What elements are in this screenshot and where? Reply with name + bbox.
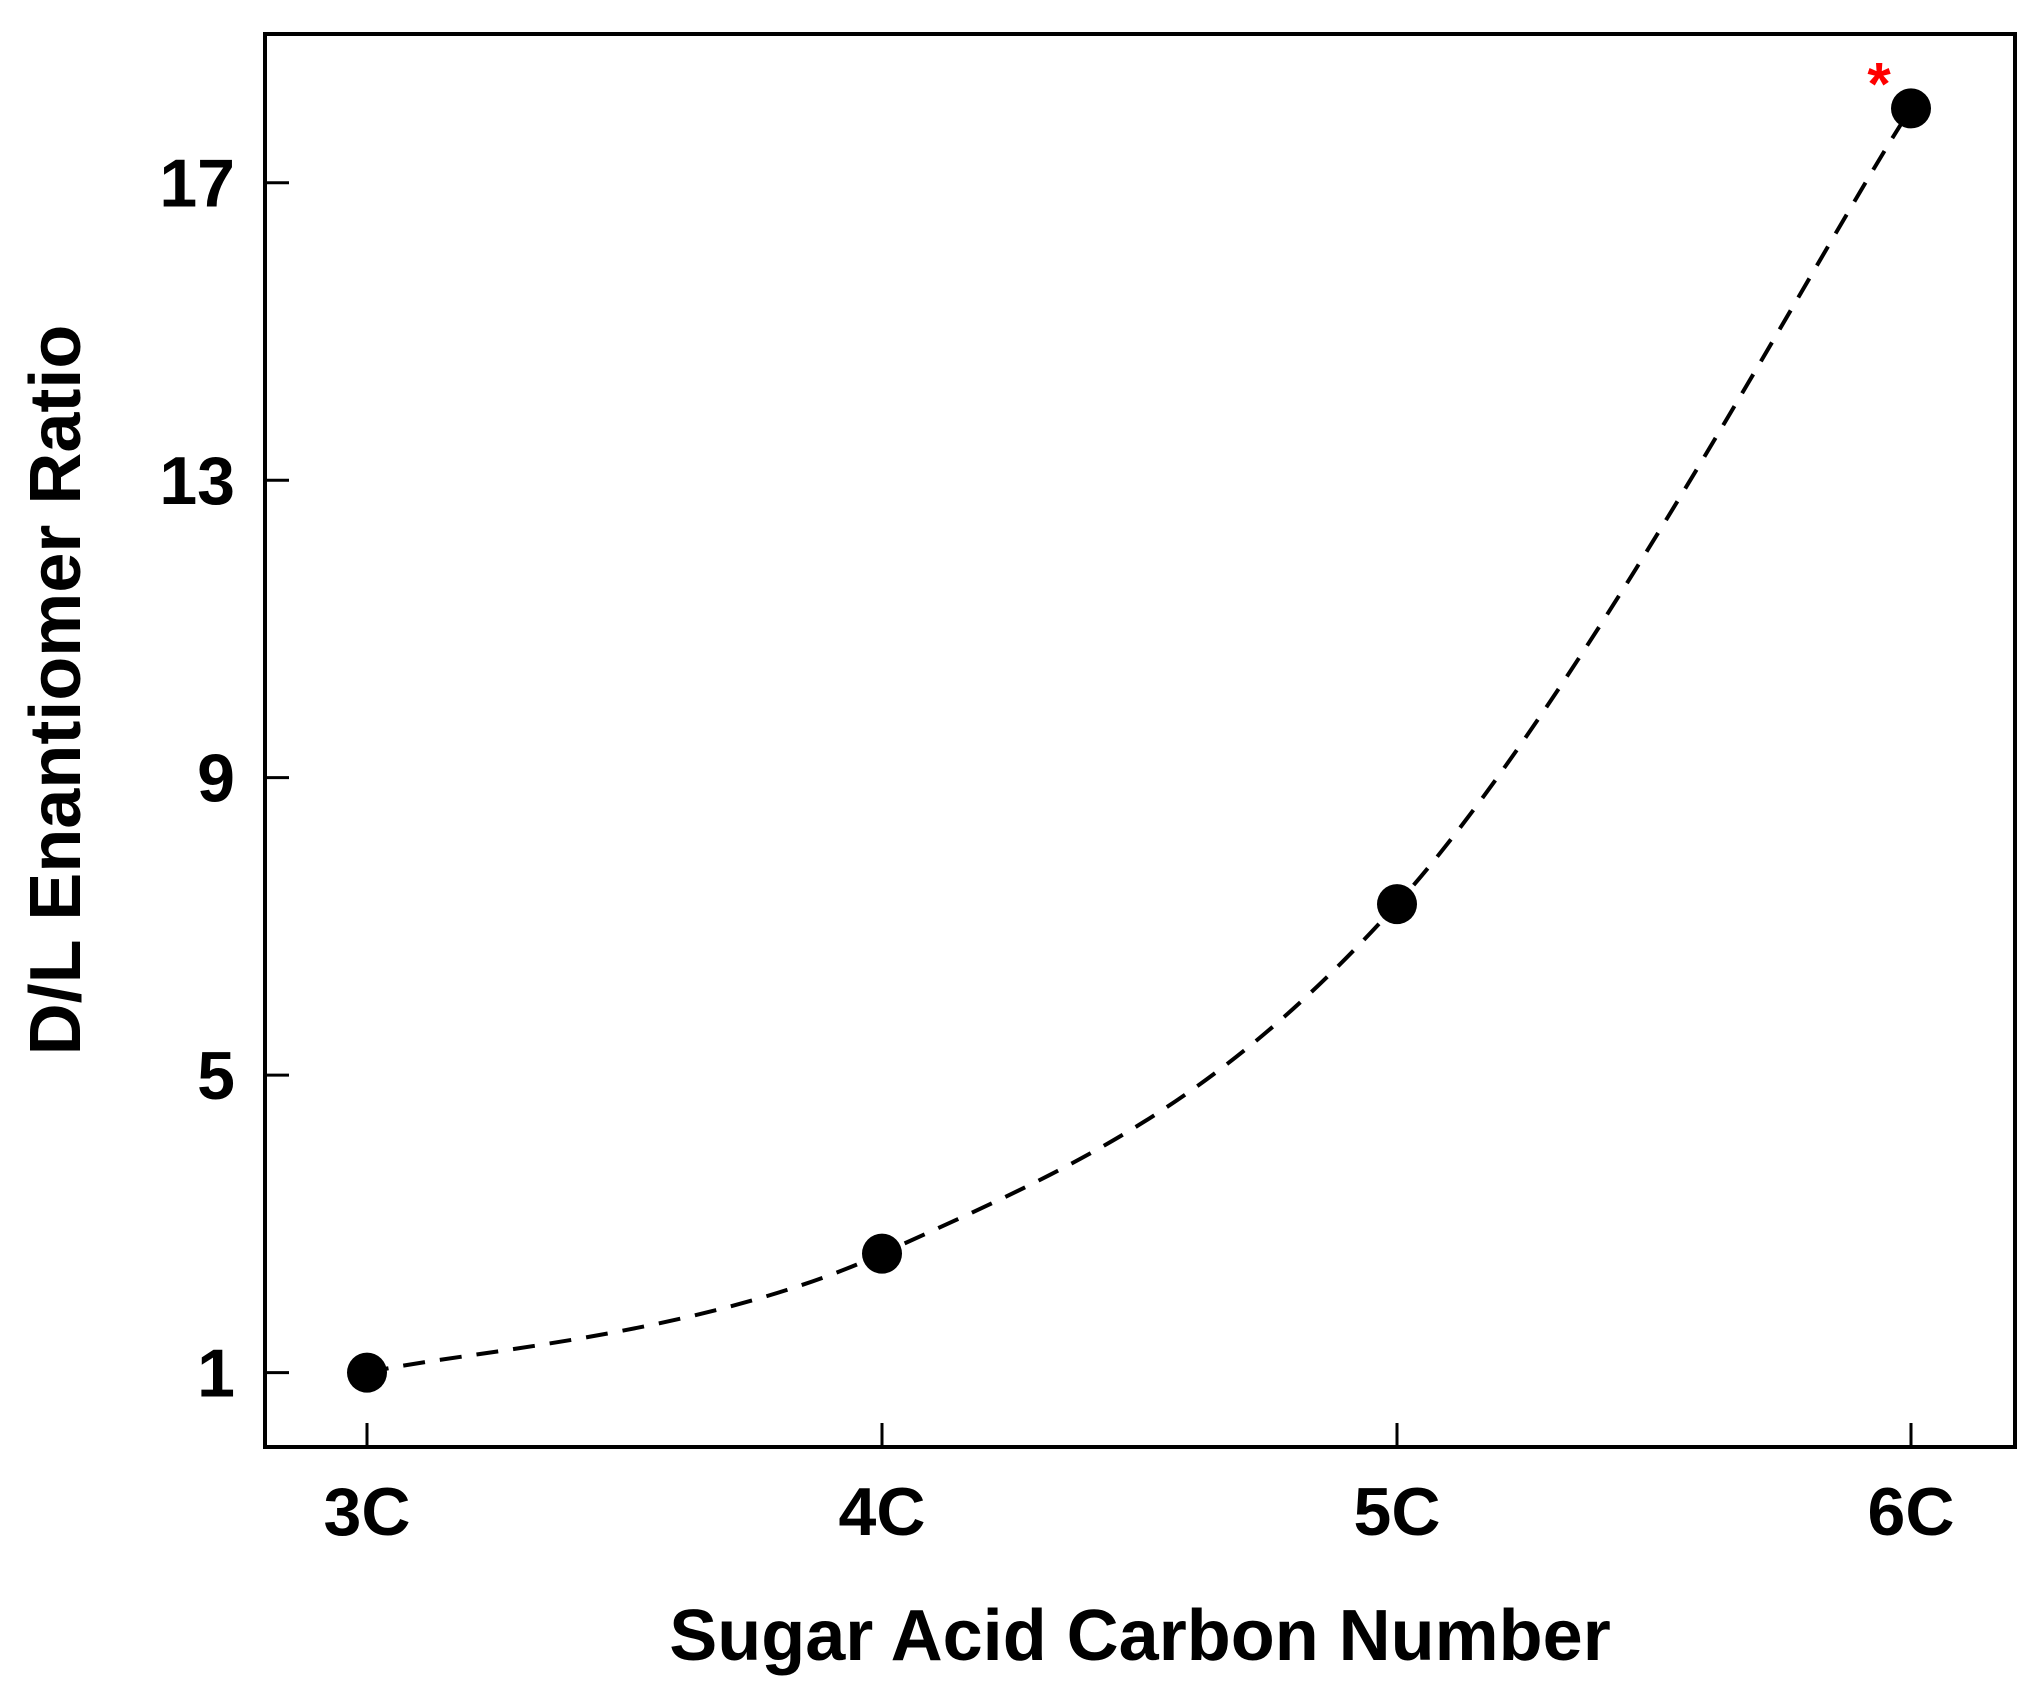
data-point-5C [1377,884,1417,925]
x-tick-label-2: 5C [1354,1474,1441,1550]
data-point-3C [347,1352,387,1393]
annotation-asterisk-0: * [1867,50,1891,117]
x-axis-title: Sugar Acid Carbon Number [669,1596,1610,1676]
y-tick-label-4: 17 [159,146,235,222]
x-tick-label-0: 3C [324,1474,411,1550]
y-tick-label-2: 9 [197,741,235,817]
x-tick-label-1: 4C [839,1474,926,1550]
x-tick-label-3: 6C [1868,1474,1955,1550]
marks-layer: * [347,50,1931,1393]
y-axis-title: D/L Enantiomer Ratio [16,325,96,1056]
ticks-layer: 1 5 9 13 17 3C 4C 5C 6C [159,146,1954,1550]
plot-frame [263,32,2017,1449]
y-tick-label-3: 13 [159,443,235,519]
series-line-0 [366,107,1913,1375]
y-tick-label-1: 5 [197,1038,235,1114]
data-point-4C [862,1233,902,1274]
y-tick-label-0: 1 [197,1336,235,1412]
data-point-6C [1891,88,1931,129]
